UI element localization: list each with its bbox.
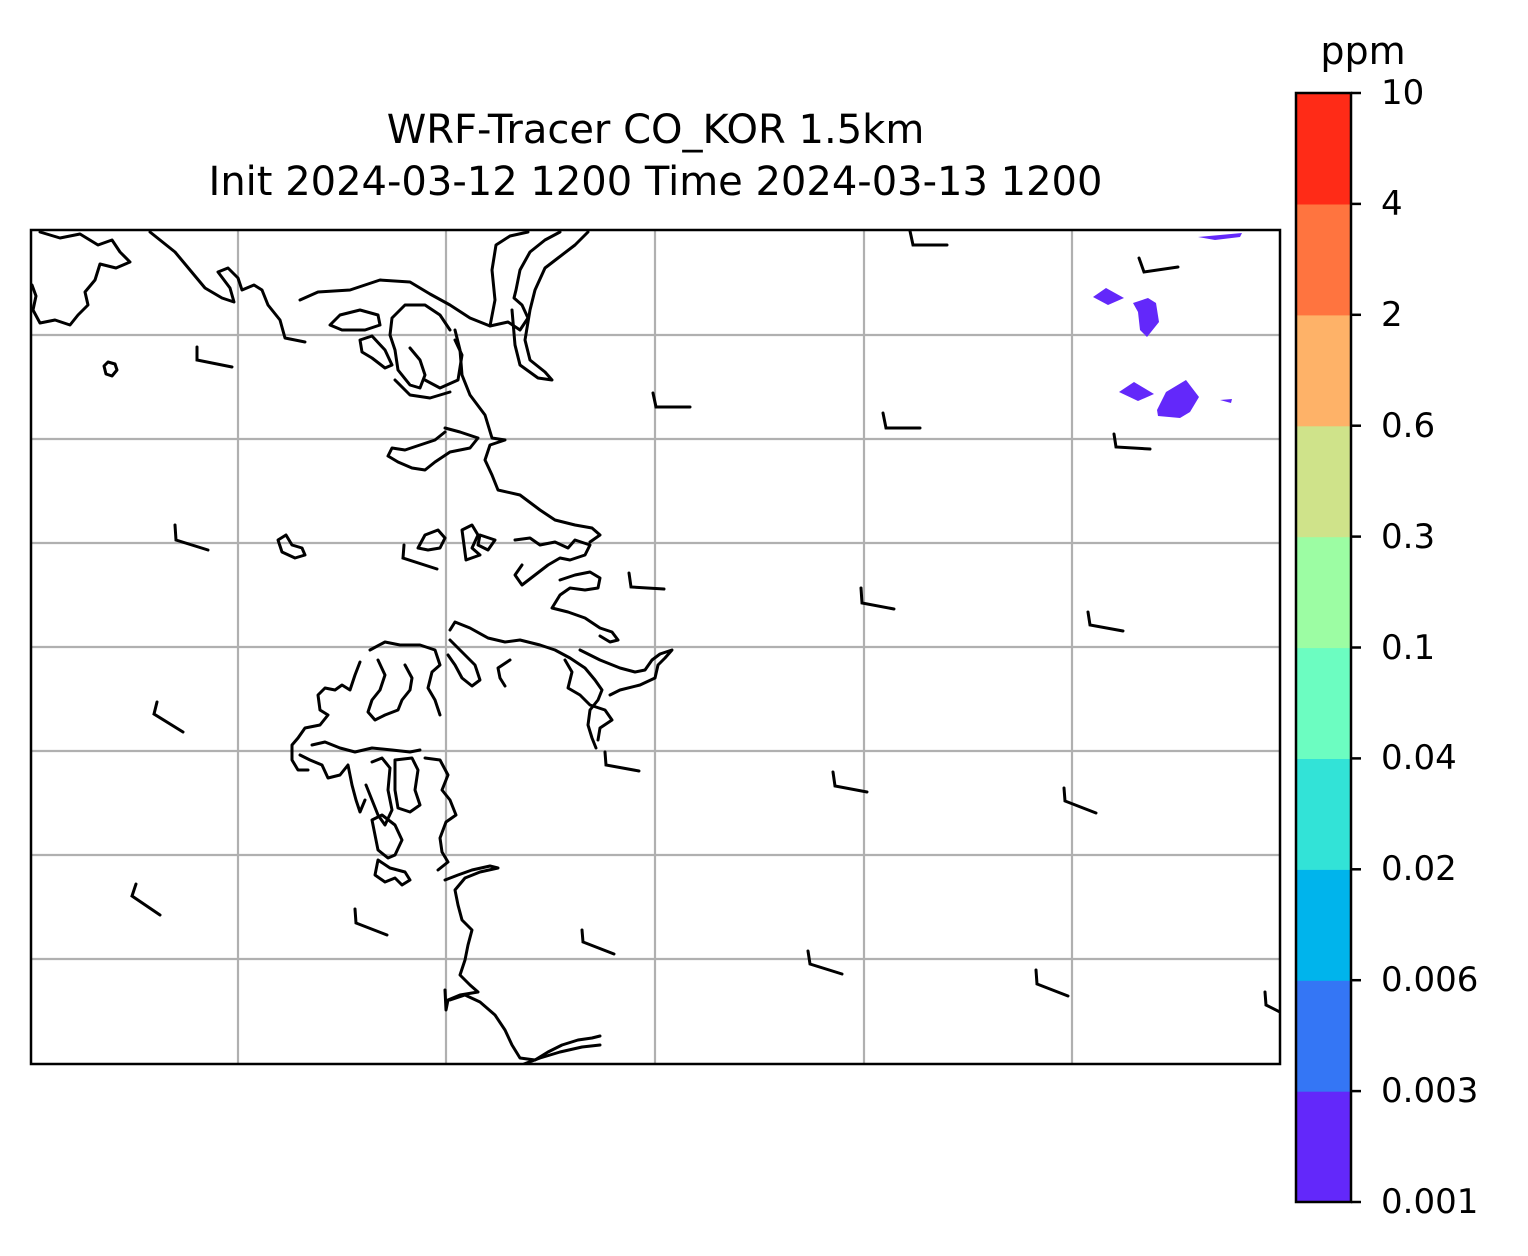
co-contour-patch <box>1133 298 1159 337</box>
coastline <box>496 658 512 688</box>
colorbar-tick-label: 10 <box>1381 73 1425 113</box>
coastline <box>328 308 382 332</box>
colorbar-tick-label: 0.001 <box>1381 1182 1479 1222</box>
coastline <box>276 533 307 560</box>
coastline <box>31 230 132 327</box>
coastline <box>423 338 464 390</box>
colorbar-unit-label: ppm <box>1320 29 1406 73</box>
colorbar-tick-label: 0.04 <box>1381 738 1457 779</box>
coastline <box>310 740 422 754</box>
coastline <box>366 658 414 722</box>
coastline <box>522 1043 602 1064</box>
coastline <box>358 334 394 370</box>
co-contour-fills <box>1093 233 1242 418</box>
wind-barb <box>401 543 439 571</box>
colorbar-band <box>1296 869 1351 981</box>
wind-barb <box>1263 990 1280 1014</box>
co-contour-patch <box>1119 382 1154 401</box>
coastline <box>550 570 620 644</box>
map-frame <box>29 228 1282 1066</box>
co-contour-patch <box>1093 288 1124 305</box>
coastline <box>488 230 530 328</box>
map-title: WRF-Tracer CO_KOR 1.5km Init 2024-03-12 … <box>30 104 1281 208</box>
wind-barb <box>353 907 389 937</box>
colorbar-tick-label: 0.6 <box>1381 405 1436 446</box>
coastline <box>364 756 394 827</box>
co-contour-patch <box>1157 380 1199 418</box>
colorbar-band <box>1296 980 1351 1092</box>
colorbar-tick-label: 0.3 <box>1381 516 1436 557</box>
coastline <box>388 303 452 390</box>
wind-barb <box>1086 610 1125 633</box>
coastline <box>102 360 119 378</box>
wind-barb <box>1034 968 1070 998</box>
coastline <box>393 378 452 400</box>
title-line-2: Init 2024-03-12 1200 Time 2024-03-13 120… <box>208 159 1103 205</box>
coastline <box>370 813 404 860</box>
coastline <box>148 230 307 344</box>
coastline <box>563 658 614 742</box>
colorbar-band <box>1296 425 1351 538</box>
coastline <box>578 648 674 697</box>
co-contour-patch <box>1198 233 1242 240</box>
coastline <box>448 620 604 750</box>
colorbar-tick-label: 0.02 <box>1381 849 1457 890</box>
colorbar-bands <box>1296 93 1351 1203</box>
coastline <box>386 426 480 472</box>
coastline <box>368 640 442 717</box>
wind-barb <box>152 700 185 734</box>
wind-barb <box>831 770 869 794</box>
colorbar-tick-label: 0.1 <box>1381 627 1436 668</box>
title-line-1: WRF-Tracer CO_KOR 1.5km <box>386 107 925 153</box>
wind-barbs <box>130 230 1280 1014</box>
colorbar-tick-label: 0.006 <box>1381 960 1479 1001</box>
colorbar-tick-marks <box>1351 91 1361 1204</box>
coastline <box>298 230 562 332</box>
coastline <box>460 523 482 562</box>
wind-barb <box>130 882 162 917</box>
wind-barb <box>1112 432 1152 451</box>
coastline <box>373 858 412 887</box>
coastline <box>453 328 602 544</box>
gridlines <box>31 230 1280 1064</box>
coastline <box>416 528 447 552</box>
wind-barb <box>806 949 844 976</box>
coastlines <box>31 230 674 1064</box>
wind-barb <box>173 523 210 552</box>
colorbar-band <box>1296 93 1351 205</box>
colorbar-tick-label: 4 <box>1381 183 1403 224</box>
wind-barb <box>881 411 922 430</box>
coastline <box>446 638 482 688</box>
wind-barb <box>859 586 896 611</box>
wind-barb <box>908 230 949 247</box>
wind-barb <box>1062 786 1098 815</box>
coastline <box>443 864 500 1012</box>
colorbar-band <box>1296 1091 1351 1203</box>
coastline <box>423 756 458 872</box>
colorbar-band <box>1296 758 1351 870</box>
wind-barb <box>651 391 692 409</box>
coastline <box>393 756 422 814</box>
coastline <box>298 753 367 814</box>
wind-barb <box>580 928 616 956</box>
wind-barb <box>627 571 666 591</box>
colorbar-band <box>1296 314 1351 427</box>
co-contour-patch <box>1220 399 1232 403</box>
wind-barb <box>1137 256 1180 274</box>
coastline <box>513 536 592 587</box>
colorbar-band <box>1296 536 1351 649</box>
coastline <box>290 660 362 772</box>
colorbar-tick-label: 0.003 <box>1381 1071 1479 1112</box>
colorbar-tick-label: 2 <box>1381 294 1403 335</box>
colorbar-band <box>1296 647 1351 759</box>
colorbar-band <box>1296 203 1351 316</box>
wind-barb <box>195 345 234 369</box>
coastline <box>510 230 590 382</box>
coastline <box>476 533 497 552</box>
coastline <box>448 993 602 1062</box>
wind-barb <box>603 750 641 773</box>
